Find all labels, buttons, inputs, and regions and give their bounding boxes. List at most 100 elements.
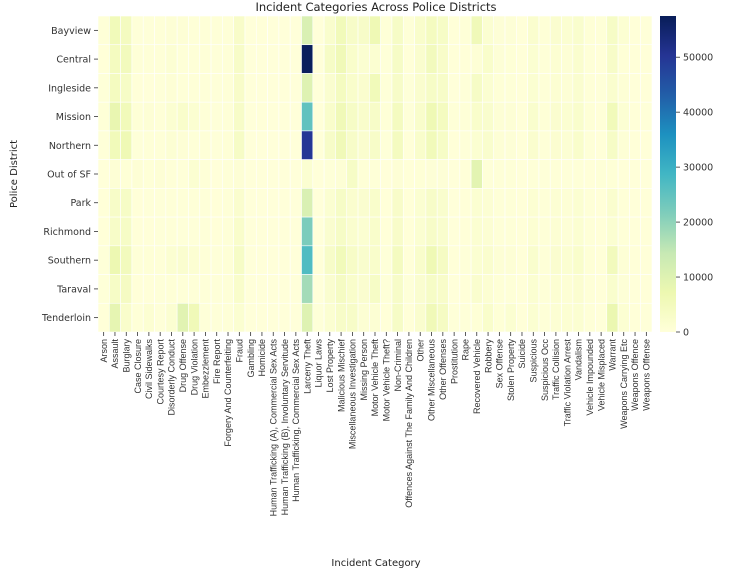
heatmap-cell [595, 101, 608, 132]
heatmap-cell [233, 159, 246, 189]
heatmap-cell [120, 101, 133, 132]
heatmap-cell [188, 44, 201, 74]
heatmap-cell [154, 302, 167, 333]
heatmap-cell [222, 159, 234, 189]
heatmap-cell [561, 188, 574, 218]
heatmap-cell [595, 130, 608, 160]
heatmap-cell [527, 73, 540, 103]
x-tick-label: Sex Offense [495, 339, 505, 388]
y-tick-label: Bayview [51, 26, 91, 37]
heatmap-cell [109, 130, 121, 160]
heatmap-cell [380, 216, 393, 247]
heatmap-cell [335, 302, 348, 333]
heatmap-cell [97, 274, 110, 304]
heatmap-cell [278, 44, 291, 74]
heatmap-cell [142, 73, 155, 103]
heatmap-cell [459, 245, 472, 275]
heatmap-cell [97, 44, 110, 74]
heatmap-cell [380, 15, 393, 46]
heatmap-cell [97, 73, 110, 103]
heatmap-cell [482, 44, 495, 74]
y-tick-label: Mission [56, 112, 91, 123]
heatmap-cell [606, 15, 619, 46]
heatmap-cell [199, 73, 212, 103]
heatmap-cell [244, 44, 257, 74]
heatmap-cell [335, 274, 348, 304]
heatmap-cell [120, 274, 133, 304]
heatmap-cell [549, 44, 562, 74]
heatmap-cell [289, 44, 302, 74]
heatmap-cell [527, 101, 540, 132]
heatmap-cell [244, 101, 257, 132]
heatmap-cell [402, 302, 415, 333]
x-tick-label: Suspicious Occ [540, 339, 550, 402]
heatmap-cell [131, 216, 144, 247]
heatmap-cell [640, 159, 653, 189]
heatmap-cell [131, 159, 144, 189]
y-tick-label: Northern [49, 141, 91, 152]
heatmap-cell [391, 274, 404, 304]
heatmap-cell [301, 101, 314, 132]
heatmap-cell [414, 44, 427, 74]
heatmap-cell [583, 274, 596, 304]
heatmap-cell [154, 245, 167, 275]
heatmap-cell [210, 101, 223, 132]
heatmap-cell [165, 216, 178, 247]
heatmap-cell [165, 188, 178, 218]
heatmap-cell [97, 130, 110, 160]
heatmap-cell [459, 188, 472, 218]
heatmap-cell [402, 101, 415, 132]
heatmap-cell [312, 130, 325, 160]
heatmap-cell [470, 302, 483, 333]
heatmap-cell [640, 274, 653, 304]
heatmap-cell [312, 245, 325, 275]
heatmap-cell [255, 73, 268, 103]
heatmap-cell [414, 73, 427, 103]
heatmap-cell [640, 302, 653, 333]
heatmap-cell [414, 130, 427, 160]
heatmap-cell [470, 188, 483, 218]
heatmap-cell [527, 188, 540, 218]
heatmap-cell [278, 274, 291, 304]
heatmap-cell [301, 44, 314, 74]
heatmap-cell [255, 101, 268, 132]
heatmap-cell [448, 44, 461, 74]
heatmap-cell [222, 15, 234, 46]
heatmap-cell [255, 245, 268, 275]
heatmap-cell [323, 159, 336, 189]
heatmap-cell [380, 302, 393, 333]
heatmap-cell [267, 274, 280, 304]
heatmap-cell [572, 216, 585, 247]
heatmap-cell [165, 159, 178, 189]
heatmap-cell [482, 245, 495, 275]
heatmap-cell [289, 302, 302, 333]
heatmap-cell [301, 216, 314, 247]
heatmap-cell [278, 73, 291, 103]
heatmap-cell [402, 245, 415, 275]
heatmap-cell [176, 216, 189, 247]
heatmap-cell [346, 44, 359, 74]
heatmap-cell [210, 302, 223, 333]
heatmap-cell [482, 188, 495, 218]
heatmap-cell [561, 216, 574, 247]
heatmap-cell [346, 159, 359, 189]
heatmap-cell [165, 130, 178, 160]
heatmap-cell [493, 15, 506, 46]
heatmap-cell [606, 159, 619, 189]
heatmap-cell [97, 216, 110, 247]
x-tick-label: Vehicle Misplaced [596, 339, 606, 411]
colorbar-tick-label: 30000 [683, 163, 713, 174]
heatmap-cell [572, 245, 585, 275]
heatmap-cell [233, 274, 246, 304]
heatmap-cell [549, 159, 562, 189]
heatmap-cell [244, 73, 257, 103]
heatmap-cell [549, 216, 562, 247]
heatmap-cell [301, 188, 314, 218]
heatmap-cell [414, 188, 427, 218]
x-tick-label: Rape [461, 339, 471, 361]
heatmap-cell [538, 302, 551, 333]
heatmap-cell [233, 130, 246, 160]
heatmap-cell [369, 159, 381, 189]
heatmap-cell [222, 216, 234, 247]
heatmap-cell [459, 130, 472, 160]
